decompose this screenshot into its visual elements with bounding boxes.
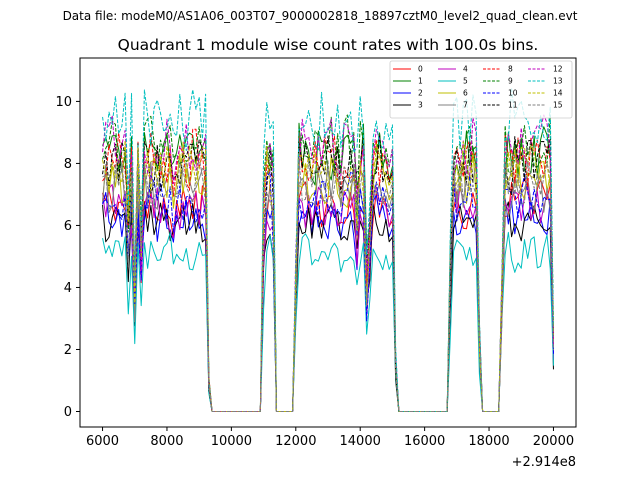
x-tick-label: 8000: [150, 434, 183, 449]
series-line-13: [102, 87, 554, 412]
x-tick-label: 14000: [340, 434, 381, 449]
legend-label-2: 2: [418, 89, 423, 98]
y-tick-label: 8: [64, 157, 72, 172]
y-axis: 0 2 4 6 8 10: [55, 95, 80, 420]
legend-label-13: 13: [553, 77, 563, 86]
legend-label-0: 0: [418, 65, 423, 74]
legend-label-9: 9: [508, 77, 513, 86]
series-line-5: [102, 231, 554, 412]
legend-label-3: 3: [418, 101, 423, 110]
x-tick-label: 6000: [86, 434, 119, 449]
x-offset-label: +2.914e8: [512, 455, 576, 470]
legend-label-6: 6: [463, 89, 468, 98]
x-tick-label: 10000: [211, 434, 252, 449]
legend-label-14: 14: [553, 89, 563, 98]
legend-label-15: 15: [553, 101, 563, 110]
legend-label-12: 12: [553, 65, 563, 74]
y-tick-label: 6: [64, 219, 72, 234]
y-tick-label: 10: [55, 95, 72, 110]
x-tick-label: 18000: [468, 434, 509, 449]
legend-label-8: 8: [508, 65, 513, 74]
legend-label-1: 1: [418, 77, 423, 86]
plot-area: [79, 57, 577, 428]
legend-label-5: 5: [463, 77, 468, 86]
series-line-15: [102, 156, 554, 412]
legend-label-10: 10: [508, 89, 518, 98]
x-tick-label: 16000: [404, 434, 445, 449]
legend-frame: [389, 60, 573, 119]
figure-suptitle: Data file: modeM0/AS1A06_003T07_90000028…: [63, 9, 578, 23]
series-line-12: [102, 114, 554, 412]
legend-label-7: 7: [463, 101, 468, 110]
legend-label-11: 11: [508, 101, 518, 110]
x-axis: 6000 8000 10000 12000 14000 16000 18000 20000: [86, 427, 574, 449]
y-tick-label: 4: [64, 281, 72, 296]
x-tick-label: 12000: [275, 434, 316, 449]
x-tick-label: 20000: [533, 434, 574, 449]
axes-frame: [79, 57, 577, 428]
y-tick-label: 0: [64, 405, 72, 420]
series-line-11: [102, 135, 554, 412]
series-line-14: [102, 140, 554, 412]
series-line-8: [102, 128, 554, 412]
y-tick-label: 2: [64, 343, 72, 358]
legend-label-4: 4: [463, 65, 468, 74]
chart-title: Quadrant 1 module wise count rates with …: [118, 36, 539, 54]
series-layer: [102, 87, 554, 412]
